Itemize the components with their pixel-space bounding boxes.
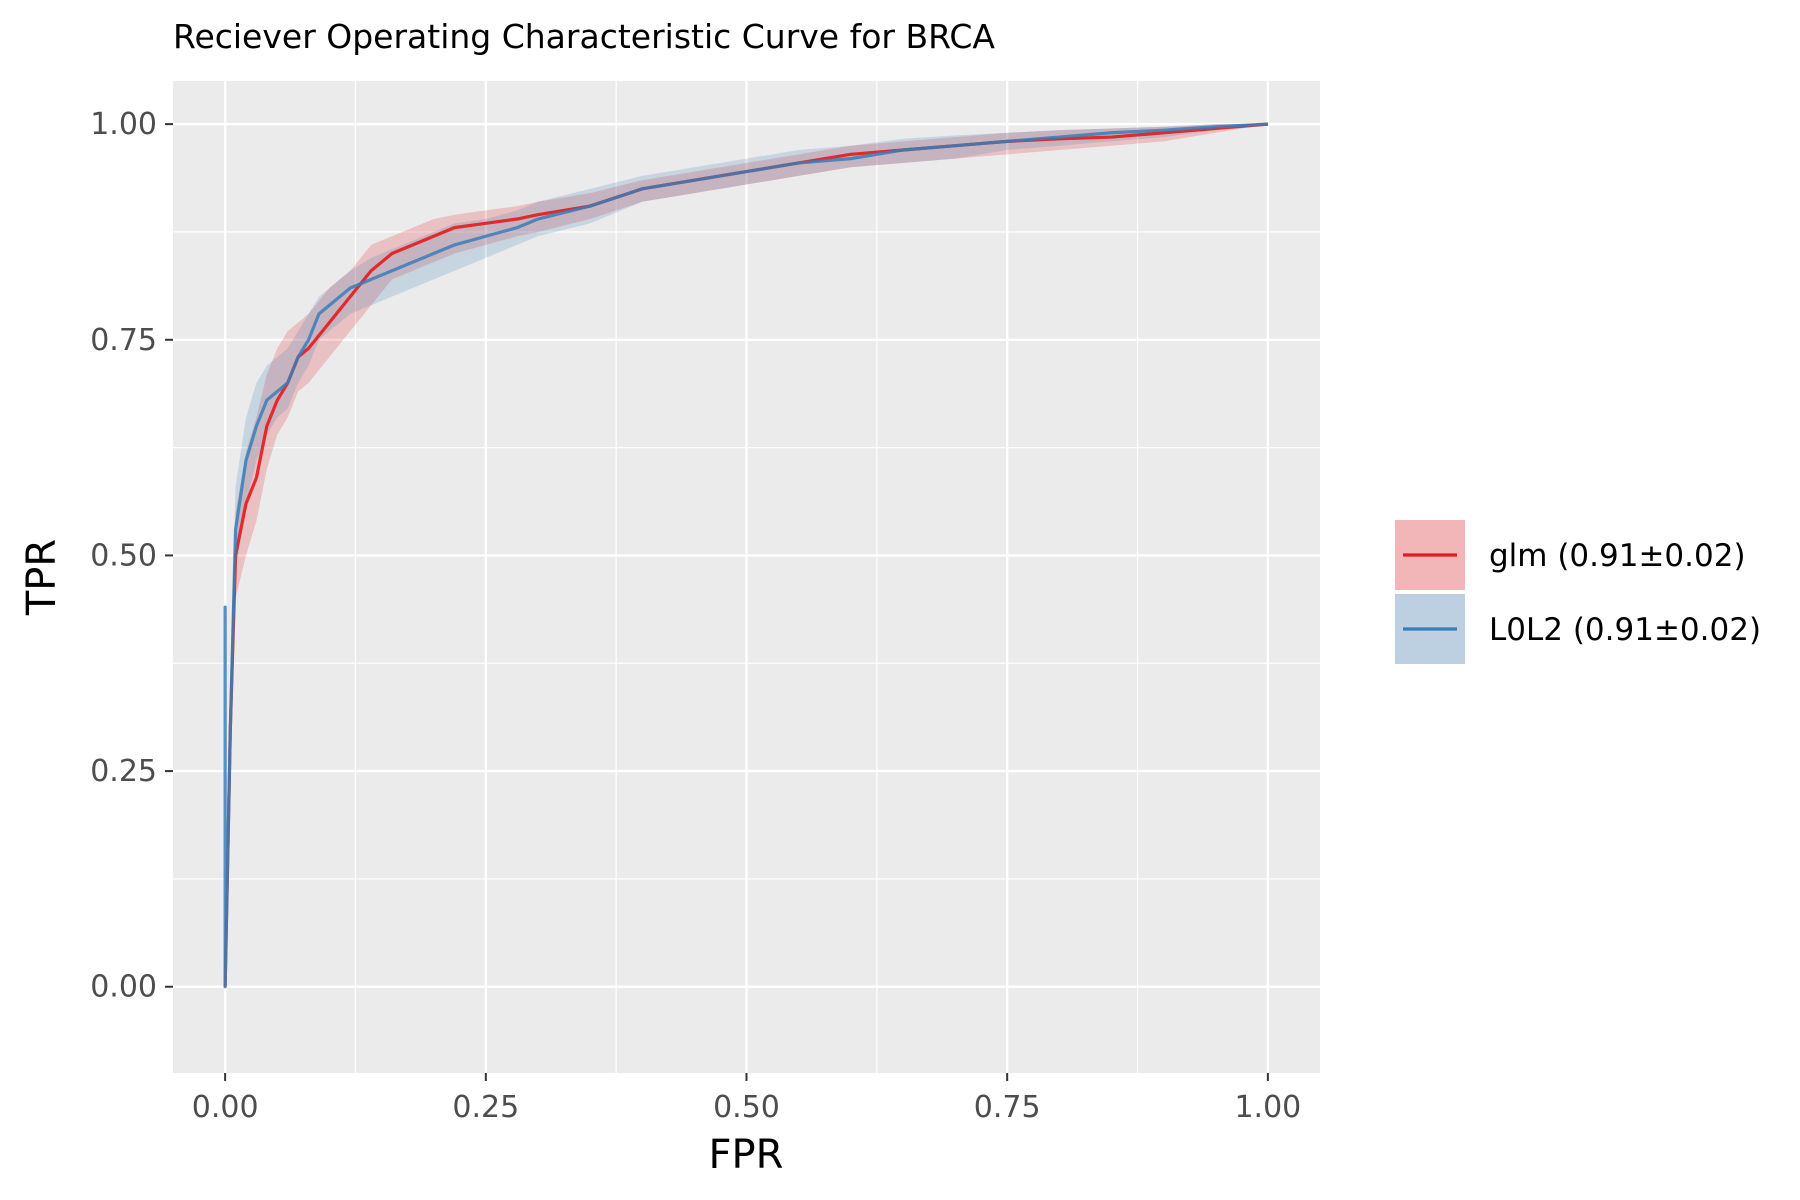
y-axis-title: TPR [19,539,65,616]
line-series-1 [223,122,1268,989]
x-tick-label-1: 0.25 [452,1090,519,1125]
series-lines [223,122,1268,989]
major-grid [173,81,1320,1073]
x-tick-label-0: 0.00 [192,1090,259,1125]
x-tick-label-4: 1.00 [1234,1090,1301,1125]
chart-title: Reciever Operating Characteristic Curve … [173,17,995,56]
x-axis-title: FPR [709,1132,784,1178]
legend: glm (0.91±0.02) L0L2 (0.91±0.02) [1395,520,1761,664]
y-axis: 0.00 0.25 0.50 0.75 1.00 [90,107,173,1005]
legend-label-0: glm (0.91±0.02) [1489,538,1746,574]
y-tick-label-2: 0.50 [90,538,157,573]
x-tick-label-3: 0.75 [974,1090,1041,1125]
x-axis: 0.00 0.25 0.50 0.75 1.00 [192,1073,1301,1125]
y-tick-label-1: 0.25 [90,754,157,789]
y-tick-label-4: 1.00 [90,107,157,142]
legend-label-1: L0L2 (0.91±0.02) [1489,612,1761,648]
y-tick-label-3: 0.75 [90,323,157,358]
x-tick-label-2: 0.50 [713,1090,780,1125]
y-tick-label-0: 0.00 [90,970,157,1005]
